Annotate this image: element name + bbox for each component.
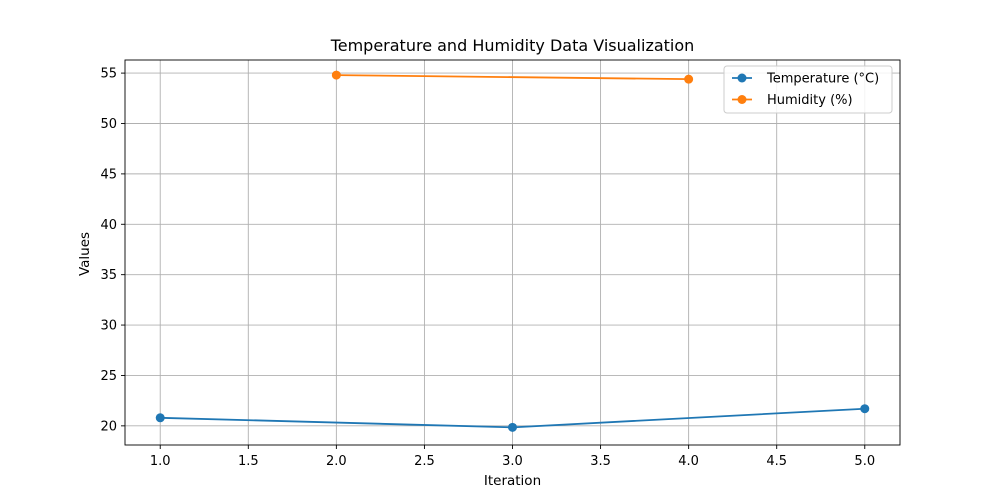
x-axis-label: Iteration xyxy=(484,473,541,489)
x-tick-label: 4.0 xyxy=(678,454,699,469)
x-tick-label: 2.0 xyxy=(326,454,347,469)
x-tick-label: 1.5 xyxy=(238,454,259,469)
x-tick-label: 2.5 xyxy=(414,454,435,469)
y-tick-label: 55 xyxy=(100,67,117,82)
series-layer xyxy=(155,70,870,432)
legend-item: Temperature (°C) xyxy=(732,72,879,87)
series-1 xyxy=(331,70,694,84)
legend-marker xyxy=(737,73,747,83)
legend-box xyxy=(723,65,893,114)
y-tick-label: 35 xyxy=(100,268,117,283)
legend: Temperature (°C) Humidity (%) xyxy=(723,65,893,114)
y-tick-label: 50 xyxy=(100,117,117,132)
series-line xyxy=(336,74,689,81)
axis-ticks: 1.0 1.5 2.0 2.5 3.0 3.5 4.0 4.5 5.0 20 25 30 35 40 45 5… xyxy=(100,67,875,469)
data-point xyxy=(860,404,870,414)
y-axis-label: Values xyxy=(77,232,93,276)
y-tick-label: 20 xyxy=(100,419,117,434)
x-tick-label: 5.0 xyxy=(854,454,875,469)
chart-title: Temperature and Humidity Data Visualizat… xyxy=(330,36,695,55)
legend-label: Temperature (°C) xyxy=(766,72,879,87)
x-tick-label: 3.5 xyxy=(590,454,611,469)
legend-marker xyxy=(737,95,747,104)
legend-item: Humidity (%) xyxy=(732,93,853,108)
series-0 xyxy=(155,404,870,432)
data-point xyxy=(508,422,517,432)
x-tick-label: 4.5 xyxy=(766,454,787,469)
x-tick-label: 1.0 xyxy=(150,454,171,469)
y-tick-label: 40 xyxy=(100,218,117,233)
y-tick-label: 30 xyxy=(100,319,117,334)
y-tick-label: 45 xyxy=(100,167,117,182)
x-tick-label: 3.0 xyxy=(502,454,523,469)
legend-label: Humidity (%) xyxy=(767,93,853,108)
data-point xyxy=(155,413,165,423)
y-tick-label: 25 xyxy=(100,369,117,384)
data-point xyxy=(331,70,341,80)
data-point xyxy=(684,74,694,84)
